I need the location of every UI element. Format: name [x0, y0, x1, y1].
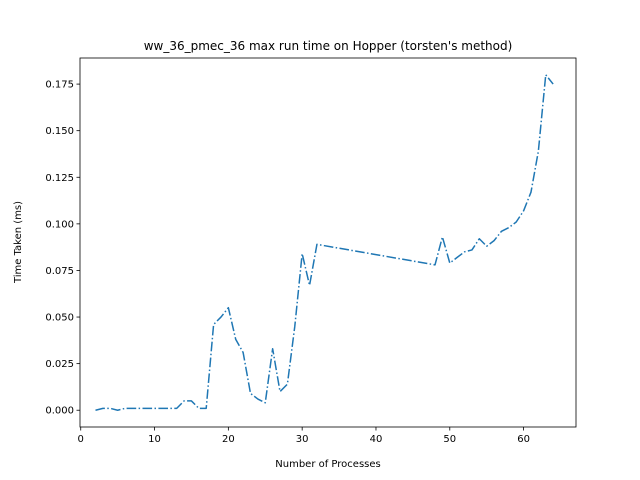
x-tick-label: 10	[148, 434, 161, 445]
y-tick-label: 0.125	[45, 173, 74, 184]
x-tick-label: 0	[78, 434, 84, 445]
y-tick-label: 0.150	[45, 126, 74, 137]
x-tick-label: 20	[222, 434, 235, 445]
y-axis-label: Time Taken (ms)	[13, 201, 24, 284]
plot-area	[95, 74, 554, 411]
plot-frame	[79, 57, 577, 428]
y-tick-label: 0.100	[45, 219, 74, 230]
x-tick-label: 40	[370, 434, 383, 445]
x-axis: 0 10 20 30 40 50 60	[78, 427, 530, 445]
y-tick-label: 0.075	[45, 266, 74, 277]
y-tick-label: 0.000	[45, 406, 74, 417]
y-tick-label: 0.025	[45, 359, 74, 370]
y-axis: 0.000 0.025 0.050 0.075 0.100 0.125 0.150 0.175	[45, 80, 80, 417]
series-line-0	[95, 74, 554, 411]
x-tick-label: 60	[517, 434, 530, 445]
x-tick-label: 30	[296, 434, 309, 445]
x-axis-label: Number of Processes	[275, 459, 380, 470]
y-tick-label: 0.175	[45, 80, 74, 91]
chart-title: ww_36_pmec_36 max run time on Hopper (to…	[144, 39, 513, 53]
y-tick-label: 0.050	[45, 313, 74, 324]
x-tick-label: 50	[443, 434, 456, 445]
